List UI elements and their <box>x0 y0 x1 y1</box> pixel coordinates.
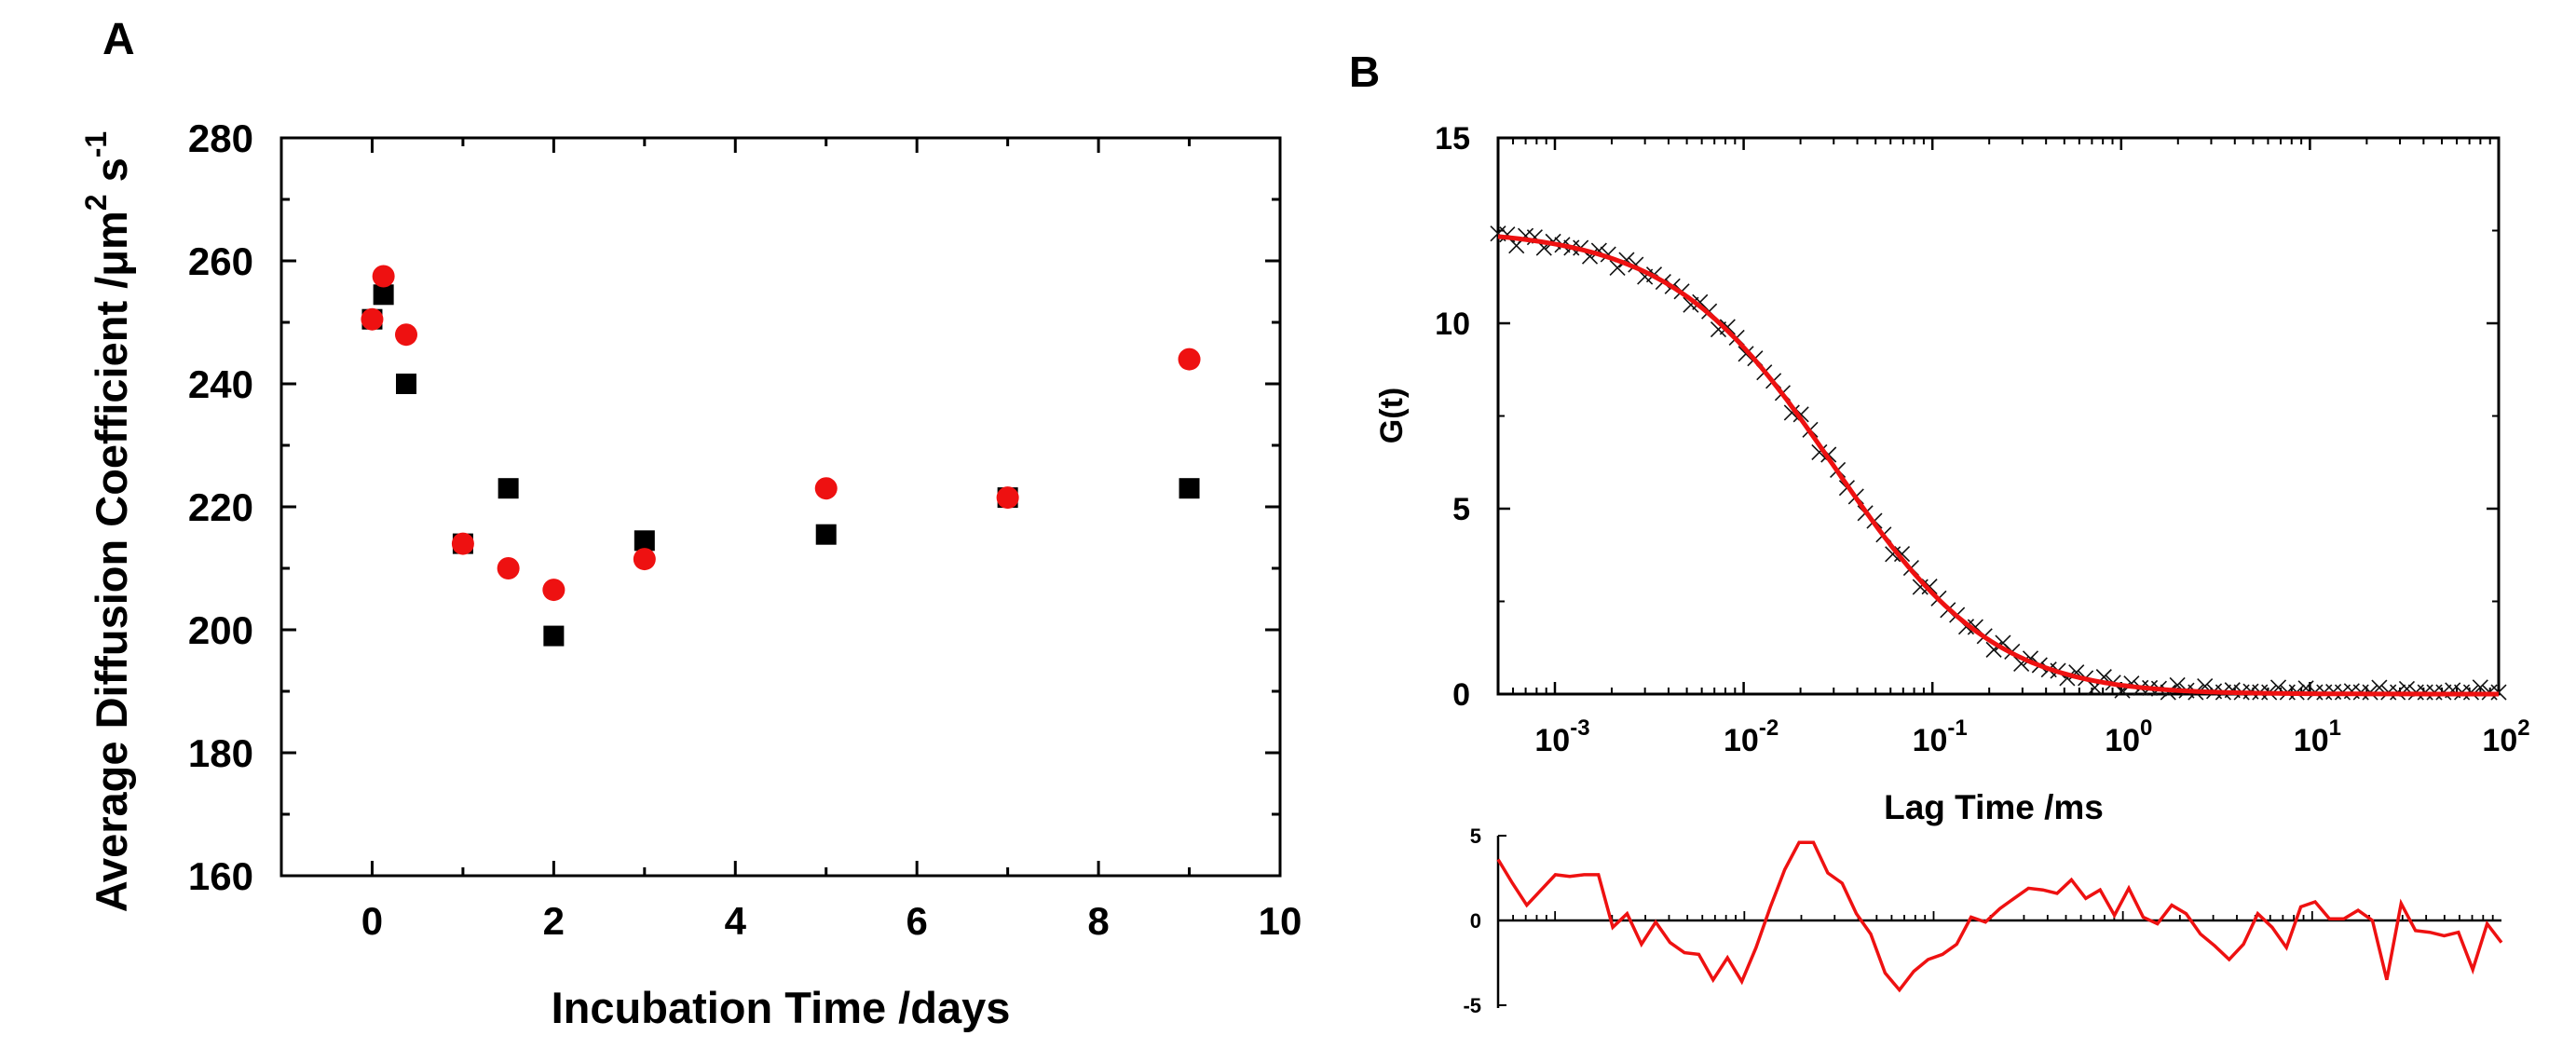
residuals-tick-labels: -5 0 5 <box>1463 825 1481 1017</box>
circle-point <box>996 486 1019 510</box>
b-data-cross <box>1683 296 1699 313</box>
circle-point <box>372 265 395 288</box>
panel-b-y-axis-label: G(t) <box>1374 388 1410 443</box>
a-y-tick-label: 260 <box>188 239 253 283</box>
b-y-tick-label: 15 <box>1435 121 1470 157</box>
b-data-cross <box>1783 404 1800 421</box>
b-x-tick-label: 10-2 <box>1724 715 1779 758</box>
square-point <box>396 374 416 394</box>
panel-b-label: B <box>1349 48 1380 96</box>
circle-point <box>542 579 566 602</box>
a-y-tick-label: 220 <box>188 485 253 529</box>
r-y-tick-label: 5 <box>1470 825 1481 848</box>
a-x-tick-label: 0 <box>361 899 383 943</box>
a-x-tick-label: 10 <box>1259 899 1302 943</box>
a-y-tick-label: 280 <box>188 116 253 160</box>
panel-b-data-crosses <box>1490 225 2507 701</box>
square-point <box>1179 478 1200 499</box>
square-point <box>373 284 394 306</box>
panel-b-ticks <box>1497 136 2501 696</box>
a-y-tick-label: 240 <box>188 362 253 406</box>
b-y-tick-label: 0 <box>1452 677 1470 713</box>
circle-point <box>1178 348 1201 371</box>
a-y-tick-label: 200 <box>188 608 253 652</box>
circle-point <box>361 307 384 331</box>
panel-b: B 10-3 10-2 10-1 100 101 102 0 5 10 15 G(t) Lag T… <box>1349 48 2530 1017</box>
panel-a: A 0 2 4 6 8 10 160 180 200 220 240 260 280 Incubatio… <box>79 15 1302 1032</box>
panel-a-y-axis-label: Average Diffusion Coefficient /μm2 s-1 <box>79 131 136 912</box>
circle-point <box>814 477 838 500</box>
square-point <box>543 625 565 647</box>
circle-point <box>395 323 417 347</box>
panel-a-label: A <box>102 15 135 64</box>
b-y-tick-label: 10 <box>1435 307 1470 342</box>
b-x-tick-label: 102 <box>2482 715 2529 758</box>
panel-b-tick-labels: 10-3 10-2 10-1 100 101 102 0 5 10 15 <box>1435 121 2529 758</box>
r-y-tick-label: -5 <box>1463 994 1481 1017</box>
square-point <box>497 478 519 499</box>
b-x-tick-label: 101 <box>2294 715 2341 758</box>
b-data-cross <box>2224 682 2241 699</box>
panel-a-x-axis-label: Incubation Time /days <box>552 983 1011 1032</box>
b-data-cross <box>1811 443 1828 461</box>
circle-point <box>451 532 474 555</box>
panel-a-points <box>361 265 1201 647</box>
circle-point <box>497 557 520 579</box>
b-data-cross <box>1719 319 1736 335</box>
b-x-tick-label: 100 <box>2105 715 2152 758</box>
square-point <box>634 530 655 552</box>
panel-a-ticks <box>279 136 1282 878</box>
a-y-tick-label: 160 <box>188 854 253 898</box>
a-x-tick-label: 8 <box>1087 899 1109 943</box>
b-data-cross <box>1893 545 1911 563</box>
panel-b-x-axis-label: Lag Time /ms <box>1884 788 2104 826</box>
a-y-tick-label: 180 <box>188 731 253 775</box>
square-point <box>815 524 837 545</box>
panel-a-frame <box>279 136 1282 878</box>
b-x-tick-label: 10-3 <box>1534 715 1589 758</box>
panel-a-tick-labels: 0 2 4 6 8 10 160 180 200 220 240 260 280 <box>188 116 1302 943</box>
circle-point <box>633 548 656 571</box>
panel-b-main-frame <box>1496 136 2501 696</box>
b-y-tick-label: 5 <box>1452 492 1470 527</box>
residuals-series-line <box>1496 840 2503 993</box>
b-x-tick-label: 10-1 <box>1913 715 1968 758</box>
r-y-tick-label: 0 <box>1470 909 1481 933</box>
a-x-tick-label: 6 <box>906 899 928 943</box>
panel-b-fit-curve <box>1497 234 2499 697</box>
a-x-tick-label: 4 <box>725 899 747 943</box>
a-x-tick-label: 2 <box>543 899 565 943</box>
